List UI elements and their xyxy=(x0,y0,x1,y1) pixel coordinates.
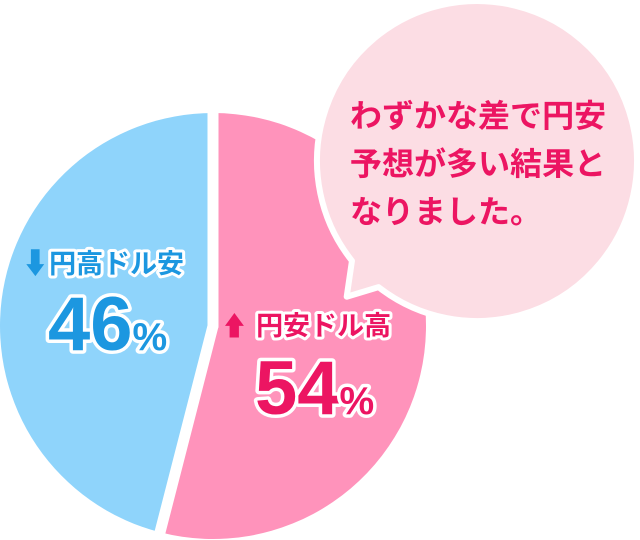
svg-text:円高ドル安: 円高ドル安 xyxy=(49,242,184,281)
svg-text:予想が多い結果と: 予想が多い結果と xyxy=(350,139,606,185)
svg-text:円安ドル高: 円安ドル高 xyxy=(256,304,391,343)
svg-text:わずかな差で円安: わずかな差で円安 xyxy=(350,91,606,137)
svg-text:なりました。: なりました。 xyxy=(350,187,542,233)
